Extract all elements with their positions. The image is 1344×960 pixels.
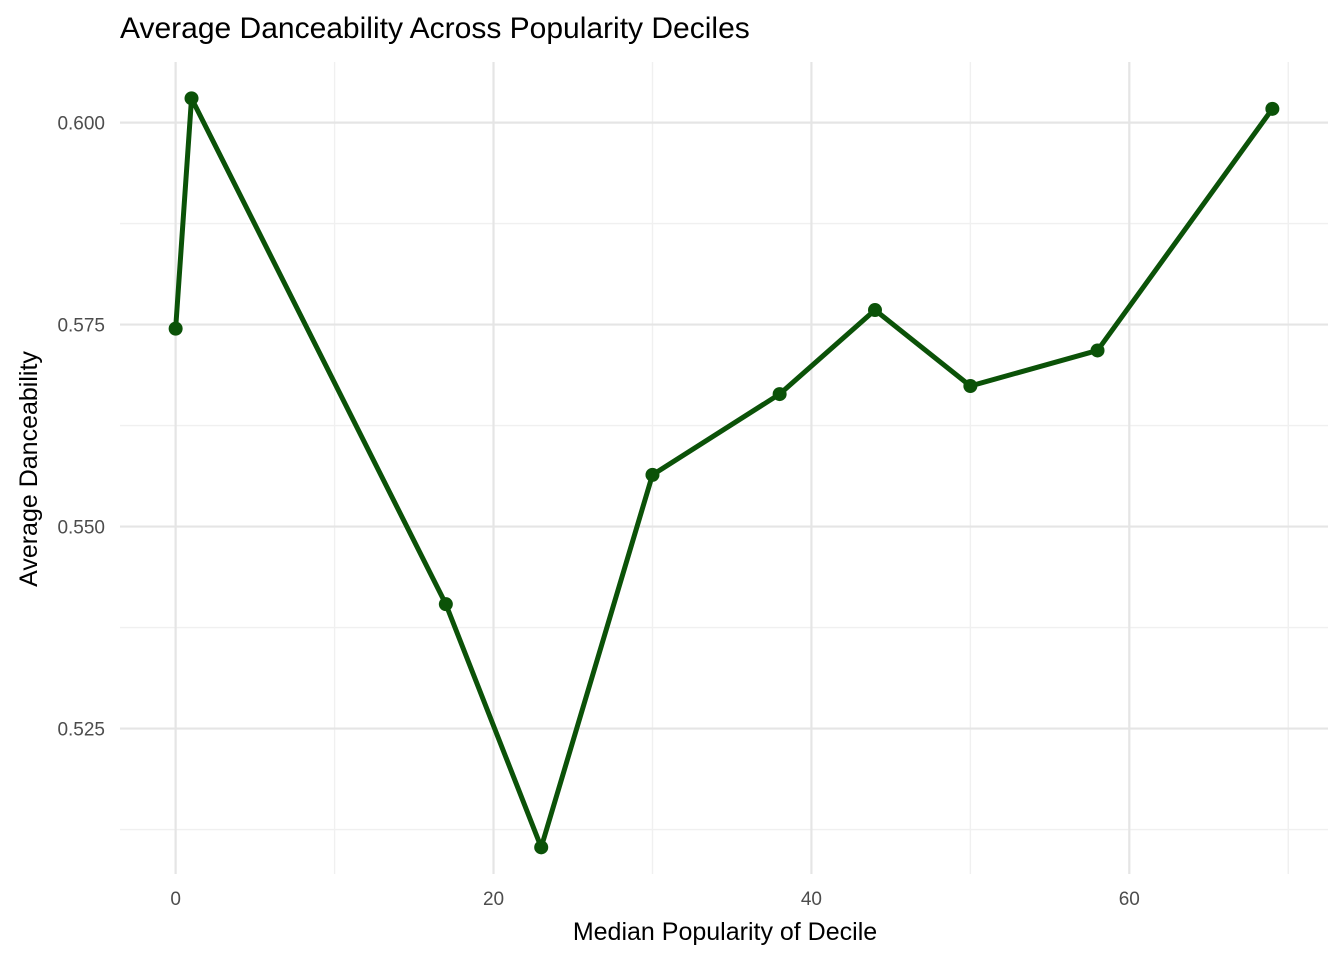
data-point [438, 597, 453, 612]
data-point [1090, 343, 1105, 358]
grid-lines [120, 62, 1328, 874]
series-layer [168, 91, 1280, 855]
data-point [1265, 101, 1280, 116]
y-axis-title: Average Danceability [15, 351, 43, 587]
y-tick-label: 0.525 [57, 720, 105, 741]
x-tick-label: 40 [801, 889, 822, 910]
y-tick-label: 0.550 [57, 518, 105, 539]
data-point [184, 91, 199, 106]
y-tick-label: 0.575 [57, 316, 105, 337]
data-point [963, 378, 978, 393]
x-tick-label: 0 [170, 889, 181, 910]
data-point [534, 840, 549, 855]
data-point [772, 387, 787, 402]
x-tick-label: 60 [1119, 889, 1140, 910]
y-tick-label: 0.600 [57, 114, 105, 135]
y-tick-labels: 0.525 0.550 0.575 0.600 [57, 114, 105, 741]
chart-title: Average Danceability Across Popularity D… [120, 12, 750, 45]
data-point [868, 303, 882, 318]
x-tick-label: 20 [483, 889, 504, 910]
x-tick-labels: 0 20 40 60 [170, 889, 1140, 910]
x-axis-title: Median Popularity of Decile [573, 918, 877, 946]
data-point [168, 321, 183, 336]
series-line [173, 95, 1275, 850]
data-point [645, 467, 660, 482]
